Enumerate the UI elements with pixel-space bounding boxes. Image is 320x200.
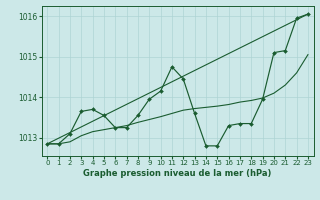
X-axis label: Graphe pression niveau de la mer (hPa): Graphe pression niveau de la mer (hPa) — [84, 169, 272, 178]
